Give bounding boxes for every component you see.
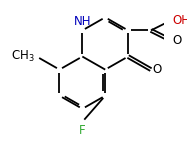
Text: F: F <box>79 124 86 137</box>
Text: O: O <box>172 34 181 47</box>
Text: OH: OH <box>172 14 187 27</box>
Text: CH$_3$: CH$_3$ <box>11 49 35 64</box>
Text: NH: NH <box>74 15 91 28</box>
Text: O: O <box>153 63 162 76</box>
